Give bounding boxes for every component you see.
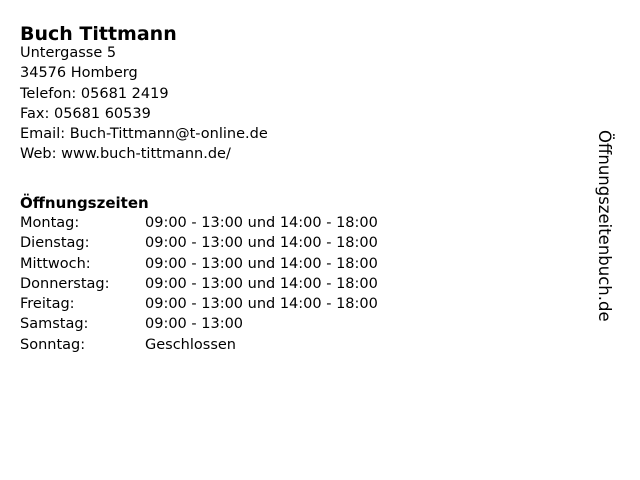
day-hours: 09:00 - 13:00 und 14:00 - 18:00 [145,215,378,231]
day-hours: 09:00 - 13:00 und 14:00 - 18:00 [145,235,378,252]
table-row: Sonntag: Geschlossen [20,335,378,355]
address-line-email: Email: Buch-Tittmann@t-online.de [20,126,268,143]
day-label: Donnerstag: [20,275,110,292]
table-row: Freitag: 09:00 - 13:00 und 14:00 - 18:00 [20,294,378,314]
address-line-web: Web: www.buch-tittmann.de/ [20,146,231,163]
table-row: Dienstag: 09:00 - 13:00 und 14:00 - 18:0… [20,233,378,253]
day-label: Mittwoch: [20,255,91,272]
day-label: Sonntag: [20,336,86,353]
day-hours: 09:00 - 13:00 und 14:00 - 18:00 [145,255,378,272]
day-hours: 09:00 - 13:00 und 14:00 - 18:00 [145,275,378,292]
address-line-street: Untergasse 5 [20,45,117,61]
day-label: Samstag: [20,316,89,333]
opening-hours-table: Montag: 09:00 - 13:00 und 14:00 - 18:00 … [20,213,378,355]
day-label: Freitag: [20,296,75,313]
address-line-fax: Fax: 05681 60539 [20,105,151,122]
day-label: Dienstag: [20,235,90,252]
table-row: Donnerstag: 09:00 - 13:00 und 14:00 - 18… [20,274,378,294]
day-hours: 09:00 - 13:00 [145,316,244,333]
day-hours: Geschlossen [145,336,236,353]
table-row: Mittwoch: 09:00 - 13:00 und 14:00 - 18:0… [20,254,378,274]
table-row: Samstag: 09:00 - 13:00 [20,314,378,334]
address-line-phone: Telefon: 05681 2419 [20,85,169,102]
day-label: Montag: [20,215,80,231]
opening-hours-heading: Öffnungszeiten [20,194,149,213]
page-title: Buch Tittmann [20,22,177,45]
day-hours: 09:00 - 13:00 und 14:00 - 18:00 [145,296,378,313]
address-block: Untergasse 5 34576 Homberg Telefon: 0568… [20,43,268,165]
table-row: Montag: 09:00 - 13:00 und 14:00 - 18:00 [20,213,378,233]
address-line-city: 34576 Homberg [20,65,138,82]
watermark-label: Öffnungszeitenbuch.de [595,130,614,322]
